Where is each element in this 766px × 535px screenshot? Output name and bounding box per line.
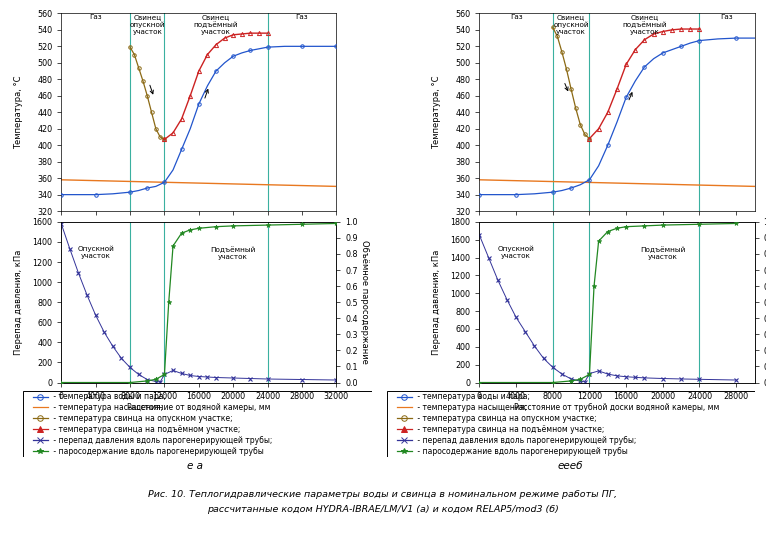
- X-axis label: Расстояние от водяной камеры, мм: Расстояние от водяной камеры, мм: [127, 403, 270, 412]
- Text: Свинец
подъёмный
участок: Свинец подъёмный участок: [622, 14, 666, 35]
- Text: е а: е а: [188, 461, 203, 471]
- Legend:  - температура воды и пара;,  - температура насыщения;,  - температура свинца на: - температура воды и пара;, - температур…: [31, 390, 274, 458]
- Y-axis label: Перепад давления, кПа: Перепад давления, кПа: [14, 249, 23, 355]
- Y-axis label: Объёмное паросодержание: Объёмное паросодержание: [360, 240, 369, 364]
- Text: Рис. 10. Теплогидравлические параметры воды и свинца в номинальном режиме работы: Рис. 10. Теплогидравлические параметры в…: [149, 490, 617, 499]
- Text: Газ: Газ: [510, 14, 522, 20]
- Text: еееб: еееб: [558, 461, 584, 471]
- Y-axis label: Температура, °C: Температура, °C: [432, 75, 441, 149]
- Text: Газ: Газ: [296, 14, 308, 20]
- Text: Свинец
опускной
участок: Свинец опускной участок: [553, 14, 589, 35]
- Text: Подъёмный
участок: Подъёмный участок: [211, 246, 256, 260]
- Y-axis label: Перепад давления, кПа: Перепад давления, кПа: [432, 249, 441, 355]
- Legend:  - температура воды и пара;,  - температура насыщения;,  - температура свинца на: - температура воды и пара;, - температур…: [394, 390, 639, 458]
- Y-axis label: Температура, °C: Температура, °C: [14, 75, 23, 149]
- Text: Подъёмный
участок: Подъёмный участок: [640, 246, 686, 260]
- Text: Свинец
подъёмный
участок: Свинец подъёмный участок: [194, 14, 238, 35]
- Text: Опускной
участок: Опускной участок: [498, 246, 535, 259]
- Text: рассчитанные кодом HYDRA-IBRAE/LM/V1 (а) и кодом RELAP5/mod3 (б): рассчитанные кодом HYDRA-IBRAE/LM/V1 (а)…: [207, 505, 559, 514]
- X-axis label: Расстояние от трубной доски водяной камеры, мм: Расстояние от трубной доски водяной каме…: [514, 403, 719, 412]
- Text: Опускной
участок: Опускной участок: [77, 246, 114, 259]
- Text: Газ: Газ: [721, 14, 733, 20]
- Text: Свинец
опускной
участок: Свинец опускной участок: [129, 14, 165, 35]
- Text: Газ: Газ: [90, 14, 102, 20]
